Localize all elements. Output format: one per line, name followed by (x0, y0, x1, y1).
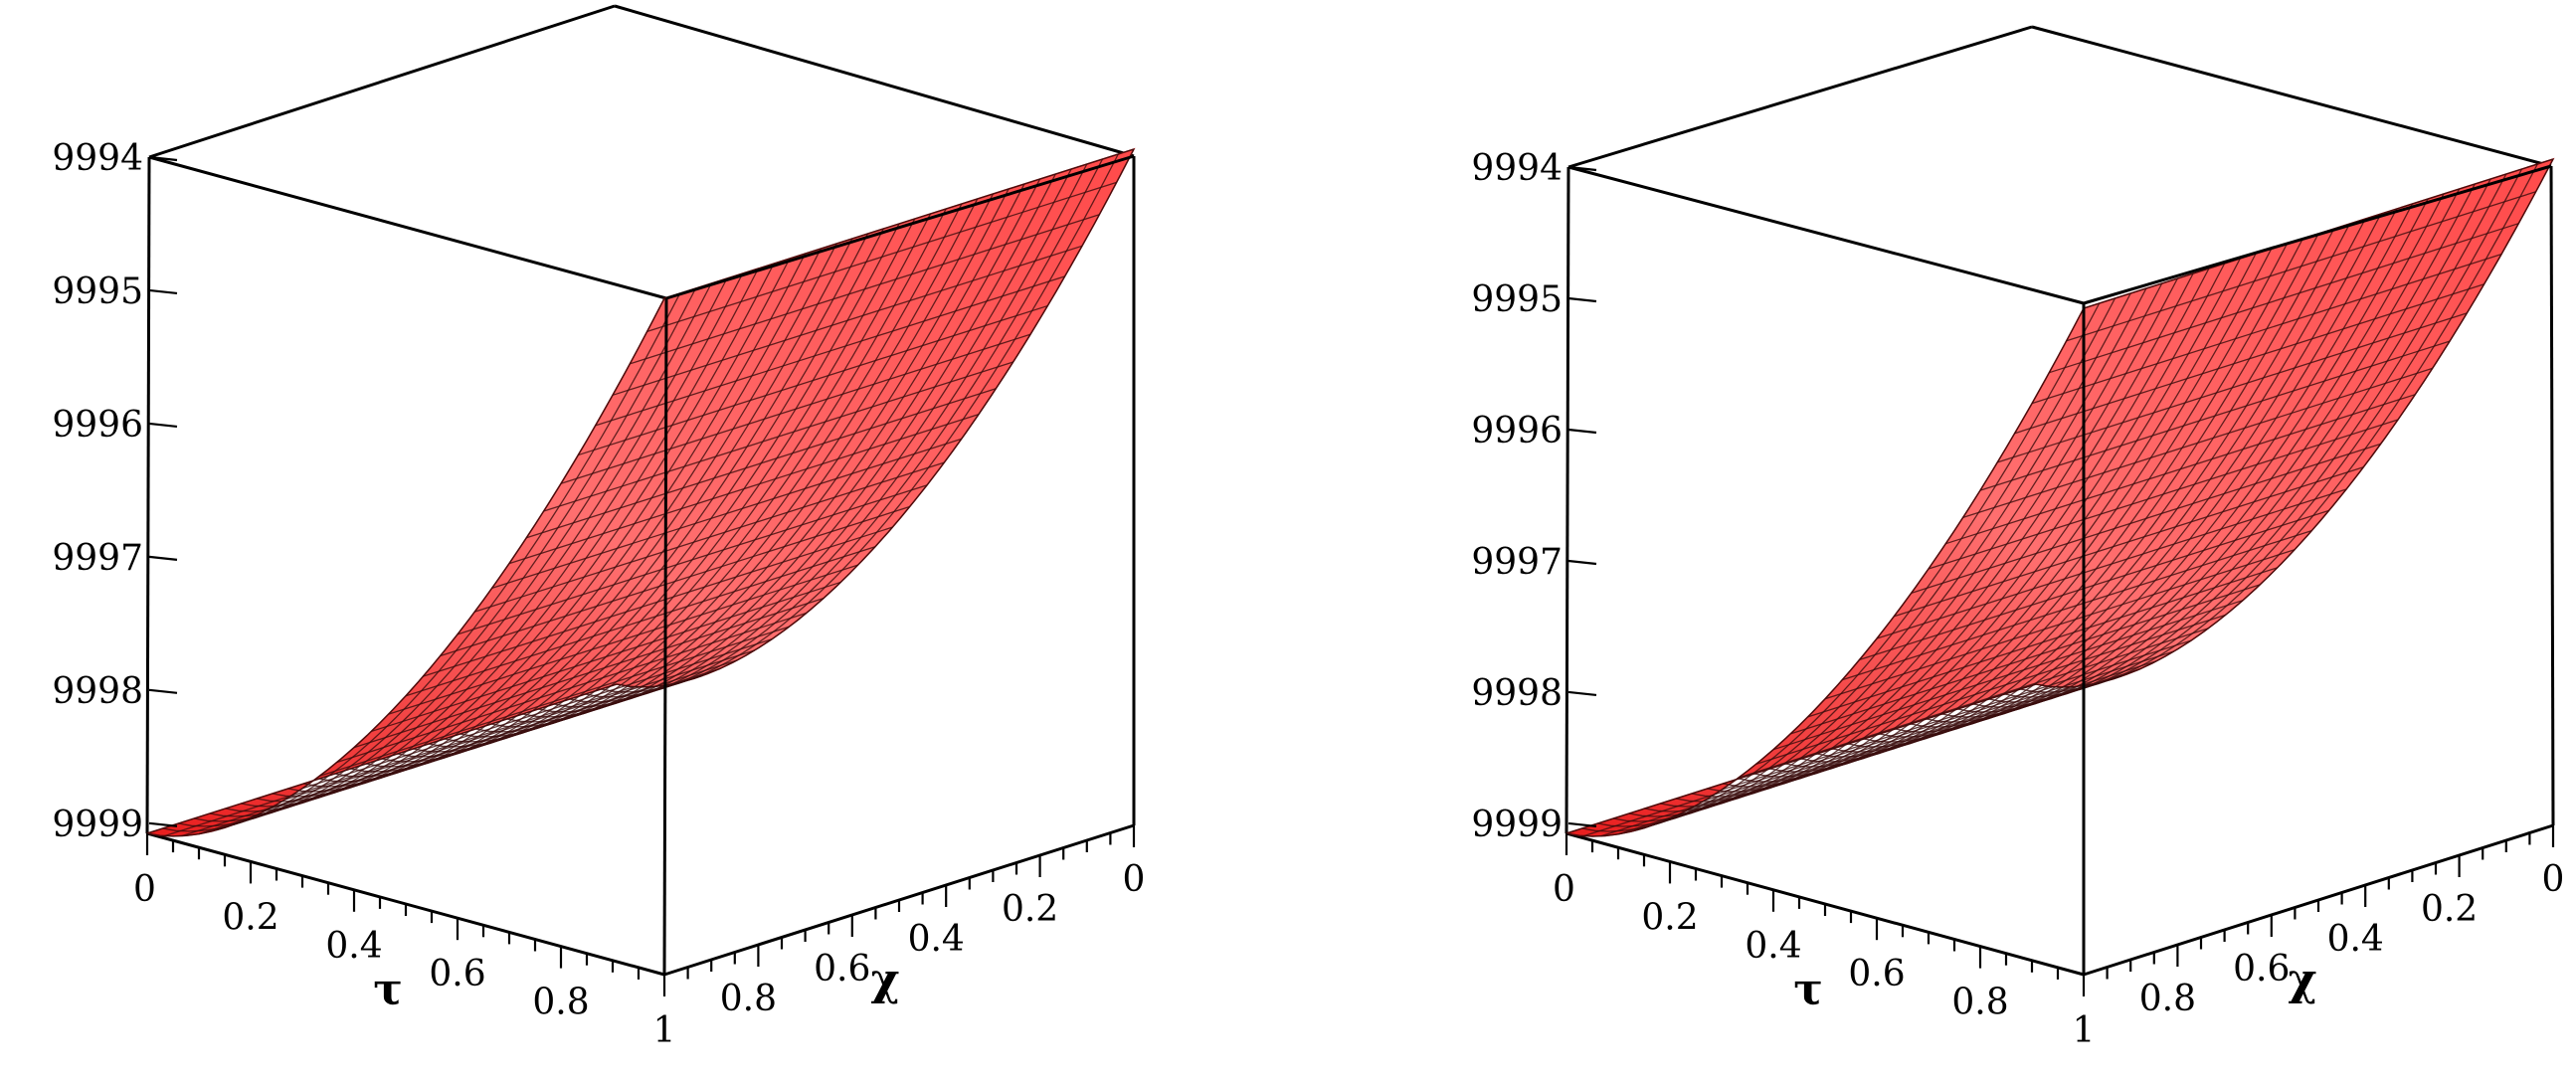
z-tick (1567, 559, 1597, 566)
x-tick-label: 1 (653, 1010, 676, 1051)
z-tick (1567, 690, 1597, 697)
z-tick (1567, 821, 1597, 828)
box-edge-top-front-right (2083, 164, 2552, 305)
y-tick-label: 0.6 (814, 949, 870, 990)
z-tick-label: 9996 (52, 405, 143, 446)
z-tick (148, 821, 178, 827)
box-edge-top-front (1567, 165, 2085, 305)
z-tick-label: 9995 (1471, 279, 1563, 320)
z-tick (1567, 428, 1597, 435)
box-edge-right (2549, 165, 2555, 826)
box-edge-front-vertical (662, 297, 668, 976)
box-edge-top-back (1567, 25, 2033, 169)
chart-left: 9994 9995 9996 9997 9998 9999 0 0.2 0.4 0.6 0.8 1 0 0… (52, 4, 1146, 1051)
z-tick-label: 9999 (52, 805, 143, 845)
z-tick (1567, 296, 1597, 303)
x-tick-label: 0.8 (532, 983, 589, 1023)
box-edge-top-back (148, 4, 616, 159)
z-tick (148, 155, 178, 162)
surface-grid-line-chi (616, 148, 1135, 688)
chart-left-svg: 9994 9995 9996 9997 9998 9999 0 0.2 0.4 0.6 0.8 1 0 0… (52, 4, 1146, 1051)
chart-right-svg: 9994 9995 9996 9997 9998 9999 0 0.2 0.4 0.6 0.8 1 0 0… (1471, 25, 2565, 1051)
x-tick-label: 0.2 (222, 897, 278, 938)
box-edge-top-front-right (665, 154, 1135, 300)
y-axis-label: χ (871, 955, 900, 1005)
y-tick-label: 0 (2542, 859, 2565, 900)
y-axis-label: χ (2289, 955, 2317, 1005)
z-tick (148, 288, 178, 295)
z-tick (1567, 165, 1597, 172)
y-tick-label: 0.2 (1002, 889, 1058, 930)
box-edge-back-left (145, 156, 151, 834)
x-tick-label: 0.8 (1951, 983, 2008, 1023)
x-tick-label: 0.4 (325, 926, 382, 967)
z-tick (148, 688, 178, 694)
x-tick-label: 0 (1553, 869, 1575, 910)
z-tick-label: 9994 (1471, 148, 1563, 189)
z-tick-label: 9998 (1471, 673, 1563, 714)
y-tick-label: 0.8 (2139, 979, 2196, 1019)
z-tick-label: 9997 (1471, 542, 1563, 583)
y-tick-label: 0.8 (720, 979, 777, 1019)
x-tick-label: 0.4 (1745, 926, 1801, 967)
z-tick-label: 9997 (52, 538, 143, 579)
z-tick-label: 9998 (52, 671, 143, 712)
surface (1565, 157, 2555, 837)
z-tick-label: 9995 (52, 271, 143, 312)
x-axis-label: τ (373, 965, 403, 1015)
z-tick (148, 422, 178, 429)
surface-grid-line-chi (2035, 158, 2554, 688)
z-tick-label: 9999 (1471, 805, 1563, 845)
x-axis-label: τ (1793, 965, 1823, 1015)
box-edge-top-right (2031, 25, 2552, 168)
x-tick-label: 0.6 (1848, 954, 1905, 994)
z-tick-label: 9994 (52, 138, 143, 179)
box-edge-top-right (614, 4, 1135, 158)
y-tick-label: 0 (1123, 859, 1146, 900)
z-tick-label: 9996 (1471, 411, 1563, 451)
y-tick-label: 0.4 (2327, 919, 2384, 960)
x-tick-label: 0 (133, 869, 156, 910)
y-tick-label: 0.4 (908, 919, 965, 960)
box-edge-top-front (148, 155, 667, 300)
y-tick-label: 0.6 (2233, 949, 2290, 990)
y-tick-label: 0.2 (2421, 889, 2478, 930)
z-tick (148, 555, 178, 561)
surface (146, 147, 1136, 837)
x-tick-label: 1 (2073, 1010, 2096, 1051)
x-tick-label: 0.6 (429, 954, 485, 994)
box-edge-back-left (1564, 166, 1570, 834)
chart-right: 9994 9995 9996 9997 9998 9999 0 0.2 0.4 0.6 0.8 1 0 0… (1288, 0, 2576, 1081)
x-tick-label: 0.2 (1641, 897, 1698, 938)
